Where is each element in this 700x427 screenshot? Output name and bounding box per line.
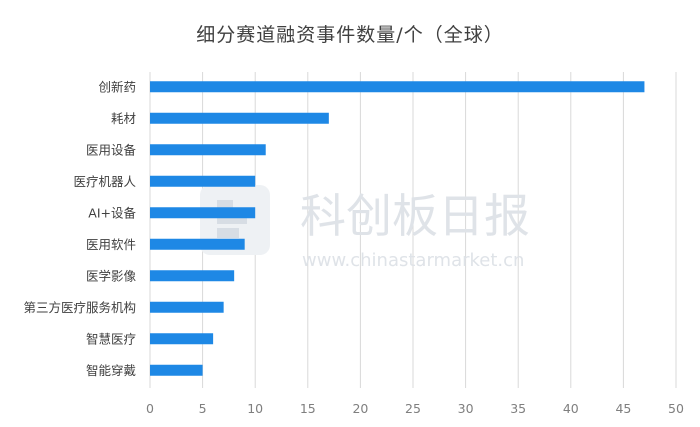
bar — [150, 270, 235, 282]
x-tick-label: 5 — [199, 401, 207, 416]
x-tick-label: 20 — [352, 401, 368, 416]
bar — [150, 175, 256, 187]
category-label: 智能穿戴 — [86, 363, 136, 378]
bar — [150, 207, 256, 219]
watermark-logo-icon — [217, 228, 239, 238]
gridlines — [149, 72, 677, 388]
watermark-logo-icon — [217, 200, 233, 210]
bar — [150, 238, 245, 250]
category-label: 智慧医疗 — [86, 331, 136, 346]
category-label: 第三方医疗服务机构 — [23, 300, 136, 315]
category-label: 医用设备 — [86, 142, 137, 157]
watermark-logo-icon — [217, 214, 247, 224]
category-label: 医学影像 — [86, 268, 137, 283]
category-label: 创新药 — [98, 79, 136, 94]
bar — [150, 112, 329, 124]
x-tick-label: 10 — [247, 401, 263, 416]
watermark-url: www.chinastarmarket.cn — [302, 250, 524, 271]
watermark-brand: 科创板日报 — [300, 189, 530, 243]
bar — [150, 364, 203, 376]
x-tick-label: 25 — [405, 401, 421, 416]
category-label: AI+设备 — [88, 205, 136, 220]
x-tick-label: 15 — [300, 401, 316, 416]
x-tick-label: 45 — [615, 401, 631, 416]
x-tick-label: 0 — [146, 401, 154, 416]
bar-series — [150, 81, 645, 376]
chart-title: 细分赛道融资事件数量/个（全球） — [196, 24, 504, 46]
category-label: 医疗机器人 — [73, 174, 136, 189]
bar — [150, 81, 645, 93]
category-label: 医用软件 — [86, 237, 136, 252]
x-tick-label: 40 — [563, 401, 579, 416]
bar — [150, 301, 224, 313]
category-label: 耗材 — [111, 111, 136, 126]
watermark: 科创板日报 www.chinastarmarket.cn — [200, 185, 530, 271]
x-tick-label: 35 — [510, 401, 526, 416]
x-tick-label: 50 — [668, 401, 684, 416]
bar — [150, 333, 214, 345]
bar — [150, 144, 266, 156]
x-tick-label: 30 — [458, 401, 474, 416]
x-tick-labels: 0 5 10 15 20 25 30 35 40 45 50 — [146, 401, 684, 416]
